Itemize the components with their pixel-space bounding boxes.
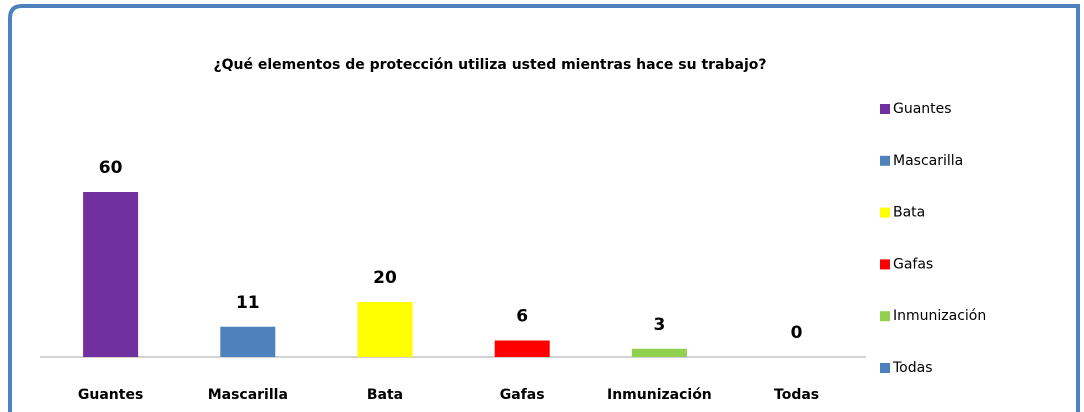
chart-frame [8, 4, 1080, 412]
x-tick-label: Guantes [78, 387, 143, 403]
chart-title: ¿Qué elementos de protección utiliza ust… [213, 57, 766, 73]
legend-swatch [880, 363, 890, 373]
legend-label: Todas [892, 360, 933, 376]
value-label: 20 [373, 268, 397, 288]
bar [494, 340, 550, 357]
legend-label: Guantes [893, 101, 952, 117]
x-tick-label: Mascarilla [208, 387, 288, 403]
x-tick-label: Gafas [500, 387, 545, 403]
bar [220, 326, 276, 357]
legend-swatch [880, 311, 890, 322]
legend-label: Gafas [893, 256, 933, 272]
value-label: 3 [653, 315, 665, 335]
x-tick-label: Todas [774, 387, 819, 403]
value-label: 6 [516, 307, 528, 327]
value-label: 0 [791, 323, 803, 343]
legend-swatch [880, 259, 890, 270]
x-tick-label: Inmunización [607, 387, 712, 403]
legend-label: Mascarilla [893, 153, 963, 169]
value-label: 60 [99, 158, 123, 178]
x-tick-label: Bata [367, 387, 403, 403]
legend-label: Bata [893, 205, 925, 221]
legend-swatch [880, 155, 890, 166]
legend-swatch [880, 207, 890, 218]
legend-swatch [880, 104, 890, 114]
legend-label: Inmunización [893, 308, 986, 324]
bar [357, 302, 413, 357]
value-label: 11 [236, 293, 260, 313]
bar [631, 348, 687, 357]
bar [83, 192, 139, 357]
